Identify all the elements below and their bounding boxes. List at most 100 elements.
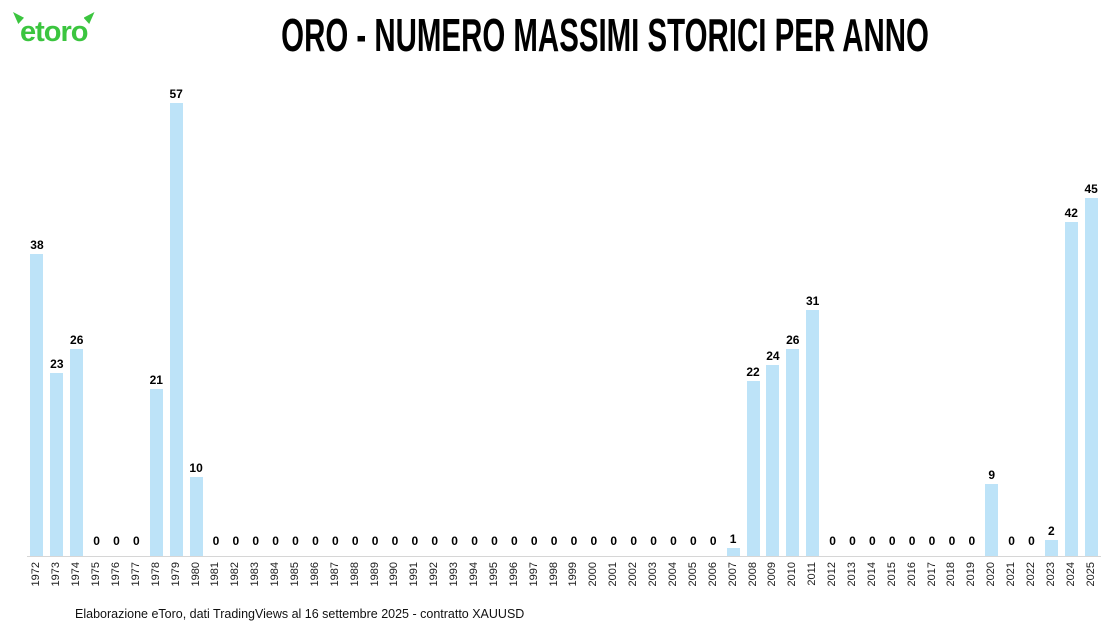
bull-horn-right-icon bbox=[83, 12, 95, 24]
bar-column-1988: 0 bbox=[345, 535, 365, 556]
year-label: 2011 bbox=[806, 562, 819, 586]
etoro-logo: etoro bbox=[13, 12, 95, 47]
year-cell: 1977 bbox=[126, 562, 146, 598]
bar-column-2020: 9 bbox=[982, 469, 1002, 556]
year-label: 2007 bbox=[726, 562, 739, 587]
year-label: 2023 bbox=[1044, 562, 1057, 587]
year-cell: 2016 bbox=[902, 562, 922, 598]
year-label: 1975 bbox=[90, 562, 103, 587]
year-cell: 1982 bbox=[226, 562, 246, 598]
bar-column-2008: 22 bbox=[743, 366, 763, 556]
year-cell: 2014 bbox=[862, 562, 882, 598]
year-cell: 2000 bbox=[584, 562, 604, 598]
year-label: 2005 bbox=[686, 562, 699, 587]
value-label: 24 bbox=[766, 349, 780, 363]
year-label: 2001 bbox=[607, 562, 620, 587]
year-label: 1982 bbox=[229, 562, 242, 587]
value-label: 0 bbox=[312, 534, 319, 548]
value-label: 0 bbox=[829, 534, 836, 548]
year-label: 1989 bbox=[368, 562, 381, 587]
year-cell: 2017 bbox=[922, 562, 942, 598]
plot-area: 38 23 26 0 0 0 21 57 10 0 0 0 0 0 0 0 0 0 0 0 0 0 0 0 0 0 0 0 0 0 0 0 0 0… bbox=[27, 84, 1101, 556]
value-label: 0 bbox=[451, 534, 458, 548]
bar-column-2004: 0 bbox=[664, 535, 684, 556]
year-cell: 1995 bbox=[484, 562, 504, 598]
value-label: 9 bbox=[988, 468, 996, 482]
value-label: 0 bbox=[610, 534, 618, 548]
bar-column-1980: 10 bbox=[186, 462, 206, 556]
year-cell: 2012 bbox=[823, 562, 843, 598]
value-label: 22 bbox=[746, 365, 760, 379]
bar bbox=[746, 381, 760, 556]
year-label: 2004 bbox=[666, 562, 679, 587]
year-label: 1985 bbox=[289, 562, 302, 587]
value-label: 0 bbox=[670, 534, 677, 548]
value-label: 0 bbox=[113, 534, 120, 548]
bar-column-1987: 0 bbox=[325, 535, 345, 556]
year-label: 1997 bbox=[527, 562, 540, 587]
value-label: 0 bbox=[530, 534, 538, 548]
value-label: 0 bbox=[968, 534, 976, 548]
year-label: 1990 bbox=[388, 562, 401, 587]
year-cell: 1997 bbox=[524, 562, 544, 598]
header: etoro ORO - NUMERO MASSIMI STORICI PER A… bbox=[0, 0, 1111, 70]
year-cell: 1993 bbox=[445, 562, 465, 598]
bar-column-1993: 0 bbox=[445, 535, 465, 556]
year-cell: 1978 bbox=[146, 562, 166, 598]
year-label: 1977 bbox=[129, 562, 142, 587]
bar-column-2012: 0 bbox=[823, 535, 843, 556]
year-label: 2000 bbox=[587, 562, 600, 587]
year-cell: 2022 bbox=[1022, 562, 1042, 598]
value-label: 26 bbox=[70, 333, 84, 347]
value-label: 0 bbox=[630, 534, 637, 548]
value-label: 0 bbox=[93, 534, 100, 548]
bar-column-1997: 0 bbox=[524, 535, 544, 556]
value-label: 0 bbox=[212, 534, 220, 548]
year-cell: 2011 bbox=[803, 562, 823, 598]
year-cell: 2007 bbox=[723, 562, 743, 598]
bar-column-1978: 21 bbox=[146, 374, 166, 556]
bar-column-1976: 0 bbox=[107, 535, 127, 556]
bar-chart: 38 23 26 0 0 0 21 57 10 0 0 0 0 0 0 0 0 0 0 0 0 0 0 0 0 0 0 0 0 0 0 0 0 0… bbox=[27, 84, 1101, 598]
value-label: 0 bbox=[272, 534, 279, 548]
year-label: 2012 bbox=[826, 562, 839, 587]
value-label: 10 bbox=[189, 461, 203, 475]
year-cell: 2005 bbox=[683, 562, 703, 598]
value-label: 0 bbox=[570, 534, 578, 548]
bar-column-1996: 0 bbox=[504, 535, 524, 556]
year-cell: 1991 bbox=[405, 562, 425, 598]
bar-column-1994: 0 bbox=[465, 535, 485, 556]
year-cell: 2013 bbox=[843, 562, 863, 598]
year-cell: 1973 bbox=[47, 562, 67, 598]
bar-column-1984: 0 bbox=[266, 535, 286, 556]
year-label: 1993 bbox=[448, 562, 461, 587]
value-label: 0 bbox=[928, 534, 936, 548]
bar bbox=[30, 254, 44, 556]
year-label: 1992 bbox=[428, 562, 441, 587]
year-cell: 2020 bbox=[982, 562, 1002, 598]
year-label: 2014 bbox=[865, 562, 878, 587]
value-label: 0 bbox=[371, 534, 379, 548]
year-label: 1988 bbox=[348, 562, 361, 587]
year-cell: 2018 bbox=[942, 562, 962, 598]
bar-column-1977: 0 bbox=[126, 535, 146, 556]
value-label: 0 bbox=[431, 534, 439, 548]
bar-column-2003: 0 bbox=[644, 535, 664, 556]
year-label: 1994 bbox=[468, 562, 481, 587]
value-label: 0 bbox=[650, 534, 657, 548]
bar-column-1982: 0 bbox=[226, 535, 246, 556]
year-label: 2019 bbox=[965, 562, 978, 587]
bar-column-2015: 0 bbox=[882, 535, 902, 556]
bar-column-2022: 0 bbox=[1022, 535, 1042, 556]
year-cell: 2009 bbox=[763, 562, 783, 598]
bar-column-2005: 0 bbox=[683, 535, 703, 556]
bar-column-2007: 1 bbox=[723, 533, 743, 556]
value-label: 0 bbox=[510, 534, 518, 548]
bar-column-1991: 0 bbox=[405, 535, 425, 556]
bar bbox=[169, 103, 183, 556]
bar-column-2011: 31 bbox=[803, 295, 823, 556]
bar bbox=[149, 389, 163, 556]
bar-column-2013: 0 bbox=[843, 535, 863, 556]
year-cell: 2019 bbox=[962, 562, 982, 598]
year-cell: 2001 bbox=[604, 562, 624, 598]
